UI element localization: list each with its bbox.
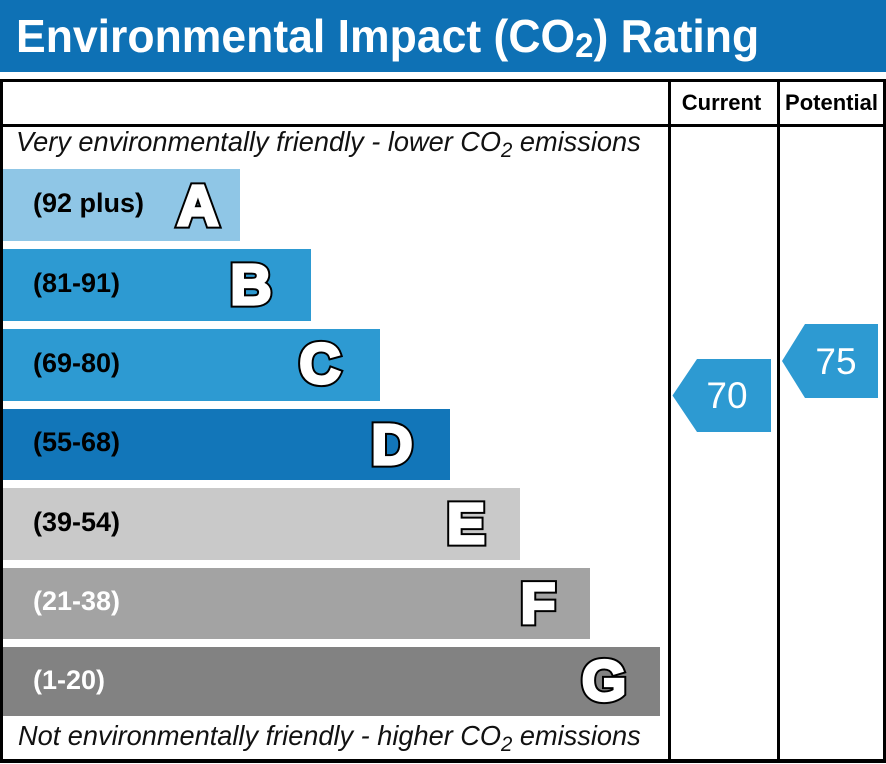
svg-text:F: F [521, 572, 556, 636]
svg-text:D: D [371, 413, 412, 477]
svg-text:G: G [582, 649, 626, 713]
svg-text:A: A [177, 174, 218, 238]
svg-text:75: 75 [815, 341, 856, 382]
svg-text:70: 70 [706, 375, 747, 416]
svg-text:E: E [447, 492, 485, 556]
svg-text:B: B [230, 253, 271, 317]
svg-text:B: B [230, 253, 271, 317]
svg-text:C: C [299, 332, 340, 396]
svg-text:D: D [371, 413, 412, 477]
svg-text:C: C [299, 332, 340, 396]
svg-text:F: F [521, 572, 556, 636]
svg-text:E: E [447, 492, 485, 556]
svg-text:A: A [177, 174, 218, 238]
svg-text:G: G [582, 649, 626, 713]
